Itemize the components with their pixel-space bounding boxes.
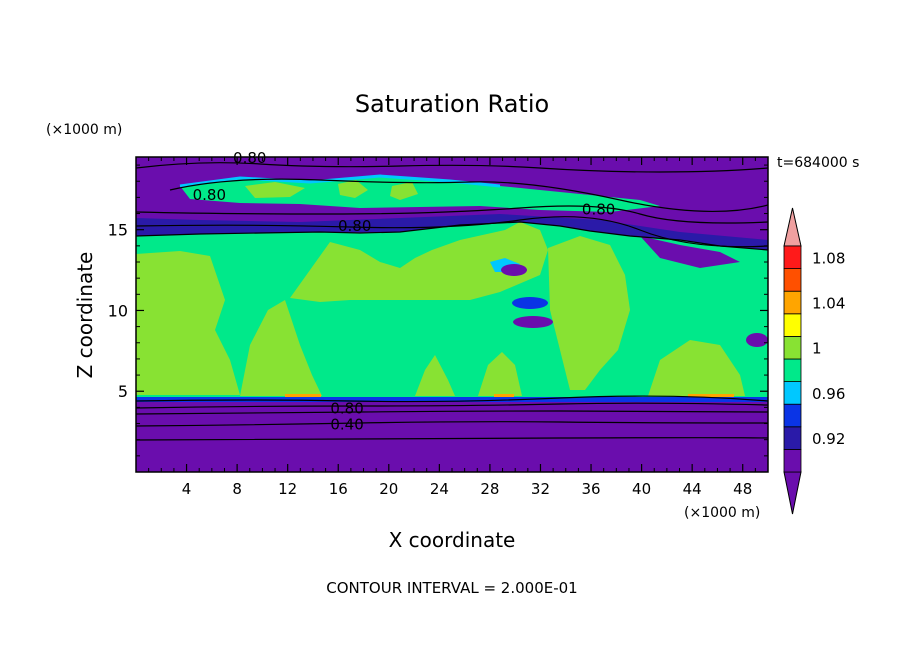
upper-dark-layer <box>136 214 768 250</box>
colorbar-label: 0.96 <box>812 385 845 403</box>
x-tick-label: 48 <box>733 480 752 498</box>
contour-line-060 <box>136 410 768 415</box>
green-region-center-upper <box>290 222 548 302</box>
contour-line-upper-2 <box>169 178 768 212</box>
contour-label: 0.80 <box>582 201 615 219</box>
green-region-center-lower-b <box>478 352 522 396</box>
contour-line-040 <box>136 421 768 427</box>
x-axis-ticks: 4 8 12 16 20 24 28 32 36 40 44 48 <box>148 157 756 498</box>
colorbar-bin <box>783 358 802 383</box>
upper-green-patch-c <box>390 182 418 200</box>
x-tick-label: 12 <box>278 480 297 498</box>
colorbar-label: 1 <box>812 340 822 358</box>
footer-text: CONTOUR INTERVAL = 2.000E-01 <box>326 579 577 597</box>
green-region-center-lower-a <box>415 355 455 396</box>
x-tick-label: 8 <box>232 480 242 498</box>
colorbar-over-triangle <box>783 207 802 247</box>
x-tick-label: 24 <box>430 480 449 498</box>
colorbar-bin <box>783 313 802 337</box>
contour-label: 0.80 <box>330 399 363 417</box>
dry-cell-c <box>513 316 553 328</box>
colorbar-label: 0.92 <box>812 430 845 448</box>
contour-label: 0.80 <box>338 217 371 235</box>
y-tick-label: 10 <box>108 301 128 320</box>
colorbar-label: 1.04 <box>812 295 845 313</box>
colorbar-label: 1.08 <box>812 249 845 267</box>
y-axis-ticks: 5 10 15 <box>108 164 768 457</box>
colorbar-bin <box>783 290 802 315</box>
dry-tongue-right <box>640 236 740 268</box>
contour-line-upper-1 <box>136 162 768 173</box>
x-tick-label: 20 <box>379 480 398 498</box>
colorbar-bin <box>783 381 802 405</box>
x-tick-label: 44 <box>683 480 702 498</box>
x-axis-unit: (×1000 m) <box>684 505 760 521</box>
y-tick-label: 5 <box>118 382 128 401</box>
upper-green-patch-b <box>338 180 368 198</box>
contour-label: 0.80 <box>193 186 226 204</box>
green-region-left <box>136 251 240 395</box>
colorbar: 0.92 0.96 1 1.04 1.08 <box>783 207 845 515</box>
x-tick-label: 28 <box>480 480 499 498</box>
warm-streak-c <box>688 394 734 397</box>
colorbar-bin <box>783 403 802 428</box>
contour-line-moist-top <box>136 221 768 251</box>
chart-title: Saturation Ratio <box>355 90 549 118</box>
contour-line-080 <box>136 402 768 409</box>
y-tick-label: 15 <box>108 221 128 240</box>
green-region-left-lower <box>240 300 322 396</box>
contour-line-cloud-base <box>136 395 768 403</box>
y-axis-unit: (×1000 m) <box>46 122 122 138</box>
green-region-right-lower <box>648 340 745 396</box>
x-axis-label: X coordinate <box>389 528 516 552</box>
contour-line-upper-3 <box>136 205 768 224</box>
contour-line-020 <box>136 437 768 441</box>
field-layer <box>136 157 768 472</box>
colorbar-bin <box>783 448 802 473</box>
contour-lines <box>136 162 768 441</box>
colorbar-bin <box>783 245 802 270</box>
green-region-right-upper <box>548 236 630 390</box>
x-tick-label: 36 <box>581 480 600 498</box>
dry-cell-d <box>746 333 768 347</box>
dry-cell-b <box>512 297 548 309</box>
y-axis-label: Z coordinate <box>73 252 97 379</box>
colorbar-under-triangle <box>783 471 802 515</box>
cloud-base-rim <box>136 397 768 402</box>
contour-label: 0.40 <box>330 416 363 434</box>
x-tick-label: 32 <box>531 480 550 498</box>
colorbar-bin <box>783 335 802 360</box>
colorbar-bin <box>783 268 802 292</box>
warm-streak-a <box>285 394 321 397</box>
contour-labels: 0.800.800.800.800.800.40 <box>193 149 616 434</box>
upper-moist-band <box>180 176 660 212</box>
warm-streak-b <box>494 394 514 397</box>
x-tick-label: 40 <box>632 480 651 498</box>
x-tick-label: 16 <box>329 480 348 498</box>
time-label: t=684000 s <box>777 155 859 171</box>
x-tick-label: 4 <box>182 480 192 498</box>
dry-cell-a <box>501 264 527 276</box>
upper-green-patch-a <box>245 182 305 198</box>
colorbar-bin <box>783 426 802 450</box>
contour-line-upper-4 <box>136 216 768 248</box>
